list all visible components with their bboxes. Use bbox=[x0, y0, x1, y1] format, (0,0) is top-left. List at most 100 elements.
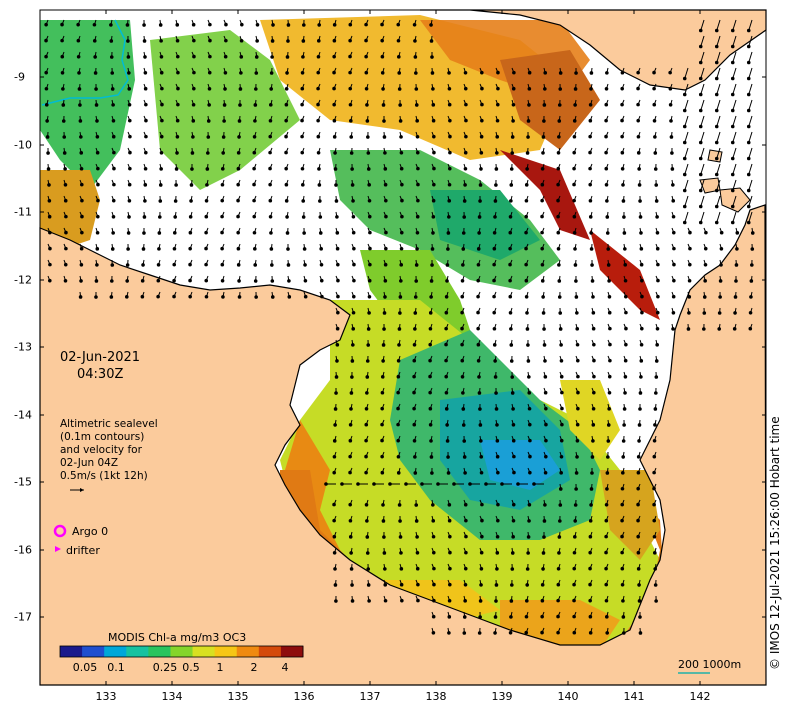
velocity-arrow-head bbox=[240, 22, 244, 27]
velocity-arrow-head bbox=[111, 134, 116, 139]
velocity-arrow-head bbox=[80, 230, 84, 235]
velocity-arrow-head bbox=[64, 246, 68, 251]
velocity-arrow-head bbox=[94, 103, 99, 107]
velocity-arrow-head bbox=[416, 182, 420, 187]
velocity-arrow-head bbox=[224, 22, 228, 27]
velocity-arrow-head bbox=[431, 614, 436, 619]
velocity-arrow-head bbox=[544, 406, 548, 411]
velocity-arrow-head bbox=[652, 438, 657, 443]
velocity-arrow-head bbox=[543, 390, 548, 395]
velocity-arrow-head bbox=[431, 630, 436, 635]
velocity-arrow-head bbox=[528, 438, 532, 443]
velocity-arrow-head bbox=[415, 150, 420, 155]
velocity-arrow-head bbox=[255, 39, 259, 43]
velocity-arrow-head bbox=[399, 551, 403, 555]
velocity-arrow-head bbox=[476, 262, 481, 267]
velocity-arrow-head bbox=[620, 167, 625, 171]
velocity-arrow-head bbox=[396, 454, 401, 459]
velocity-arrow-head bbox=[268, 214, 273, 219]
velocity-arrow-head bbox=[746, 28, 751, 33]
velocity-arrow-head bbox=[652, 486, 656, 491]
velocity-arrow-head bbox=[524, 262, 528, 267]
velocity-arrow-head bbox=[637, 599, 642, 603]
velocity-arrow-head bbox=[461, 247, 466, 251]
velocity-arrow-head bbox=[429, 23, 433, 27]
velocity-arrow-head bbox=[477, 375, 481, 379]
velocity-arrow-head bbox=[640, 326, 644, 331]
velocity-arrow-head bbox=[159, 167, 163, 171]
velocity-arrow-head bbox=[48, 230, 52, 235]
velocity-arrow-head bbox=[412, 390, 416, 395]
velocity-arrow-head bbox=[220, 198, 225, 203]
velocity-arrow-head bbox=[492, 343, 497, 347]
velocity-arrow-head bbox=[463, 599, 467, 603]
velocity-arrow-head bbox=[367, 599, 371, 603]
velocity-arrow-head bbox=[144, 150, 148, 155]
velocity-arrow-head bbox=[174, 167, 179, 171]
velocity-arrow-head bbox=[300, 166, 305, 171]
velocity-arrow-head bbox=[47, 214, 52, 219]
velocity-arrow-head bbox=[141, 247, 146, 251]
velocity-arrow-head bbox=[542, 119, 546, 123]
velocity-arrow-head bbox=[604, 118, 608, 123]
velocity-arrow-head bbox=[588, 519, 593, 523]
velocity-arrow-head bbox=[368, 246, 372, 251]
velocity-arrow-head bbox=[746, 124, 751, 129]
velocity-arrow-head bbox=[397, 343, 401, 347]
velocity-arrow-head bbox=[654, 359, 659, 363]
velocity-arrow-head bbox=[637, 439, 641, 443]
velocity-arrow-head bbox=[605, 215, 610, 219]
velocity-arrow-head bbox=[398, 311, 402, 315]
velocity-arrow-head bbox=[556, 166, 561, 171]
velocity-arrow-head bbox=[444, 326, 448, 331]
velocity-arrow-head bbox=[476, 310, 480, 315]
velocity-arrow-head bbox=[463, 150, 468, 155]
velocity-arrow-head bbox=[557, 295, 562, 299]
velocity-arrow-head bbox=[588, 566, 592, 571]
velocity-arrow-head bbox=[653, 135, 657, 139]
velocity-arrow-head bbox=[620, 86, 624, 91]
velocity-arrow-head bbox=[351, 199, 355, 203]
velocity-arrow-head bbox=[383, 295, 387, 299]
velocity-arrow-head bbox=[192, 70, 196, 75]
velocity-arrow-head bbox=[127, 118, 132, 123]
velocity-arrow-head bbox=[335, 231, 340, 235]
velocity-arrow-head bbox=[45, 135, 50, 139]
velocity-arrow bbox=[700, 99, 705, 111]
velocity-arrow-head bbox=[636, 534, 640, 539]
velocity-arrow-head bbox=[380, 438, 384, 443]
velocity-arrow-head bbox=[397, 327, 402, 331]
velocity-arrow-head bbox=[543, 87, 547, 91]
velocity-arrow-head bbox=[367, 214, 372, 219]
velocity-arrow-head bbox=[464, 518, 468, 523]
velocity-arrow-head bbox=[494, 183, 498, 187]
velocity-arrow-head bbox=[476, 247, 481, 251]
velocity-arrow-head bbox=[436, 482, 440, 486]
velocity-arrow-head bbox=[524, 183, 529, 187]
velocity-arrow-head bbox=[415, 134, 420, 139]
velocity-arrow-head bbox=[332, 534, 337, 539]
velocity-arrow-head bbox=[348, 470, 352, 475]
velocity-arrow bbox=[748, 99, 753, 111]
velocity-arrow-head bbox=[477, 391, 482, 395]
velocity-arrow-head bbox=[156, 294, 160, 299]
velocity-arrow-head bbox=[556, 614, 560, 619]
velocity-arrow-head bbox=[95, 247, 100, 251]
velocity-arrow bbox=[684, 211, 689, 223]
velocity-arrow-head bbox=[176, 70, 180, 75]
colorbar-tick: 0.1 bbox=[107, 661, 125, 674]
velocity-arrow bbox=[732, 147, 737, 159]
velocity-arrow-head bbox=[191, 102, 196, 107]
velocity-arrow-head bbox=[511, 535, 515, 539]
velocity-arrow-head bbox=[525, 583, 530, 587]
velocity-arrow-head bbox=[429, 439, 433, 443]
velocity-arrow-head bbox=[383, 279, 388, 283]
velocity-arrow-head bbox=[573, 263, 578, 267]
velocity-arrow-head bbox=[541, 151, 545, 155]
velocity-arrow-head bbox=[495, 567, 499, 571]
velocity-arrow-head bbox=[382, 311, 387, 315]
velocity-arrow-head bbox=[688, 262, 692, 267]
velocity-arrow-head bbox=[480, 102, 484, 107]
velocity-arrow-head bbox=[432, 566, 436, 571]
velocity-arrow-head bbox=[334, 391, 338, 395]
